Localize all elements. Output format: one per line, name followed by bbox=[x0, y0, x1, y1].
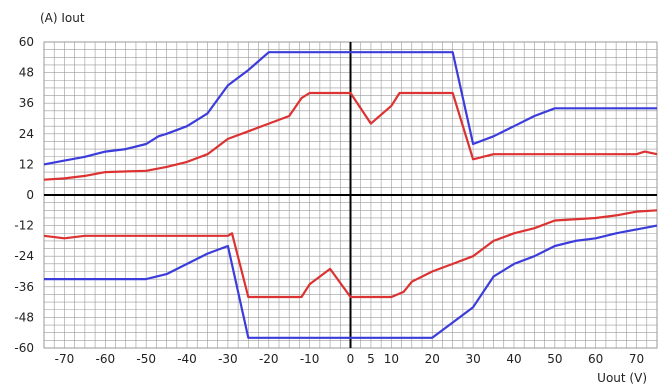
y-tick-label: 60 bbox=[19, 35, 34, 49]
x-tick-label: 50 bbox=[547, 352, 562, 366]
y-tick-label: 12 bbox=[19, 157, 34, 171]
x-tick-label: -40 bbox=[177, 352, 197, 366]
x-tick-label: -30 bbox=[218, 352, 238, 366]
x-tick-label: 0 bbox=[347, 352, 355, 366]
y-tick-label: -60 bbox=[14, 341, 34, 355]
x-tick-labels: -70 -60 -50 -40 -30 -20 -10 0 5 10 20 30 40 50 60 70 bbox=[55, 352, 645, 366]
x-tick-label: -60 bbox=[95, 352, 115, 366]
y-tick-labels: 60 48 36 24 12 0 -12 -24 -36 -48 -60 bbox=[14, 35, 34, 355]
x-tick-label: -50 bbox=[136, 352, 156, 366]
x-tick-label: 10 bbox=[384, 352, 399, 366]
y-tick-label: 0 bbox=[26, 188, 34, 202]
x-tick-label: 20 bbox=[425, 352, 440, 366]
x-tick-label: 40 bbox=[506, 352, 521, 366]
y-axis-title: (A) Iout bbox=[40, 11, 85, 25]
series-line-2 bbox=[43, 91, 658, 181]
y-tick-label: -12 bbox=[14, 219, 34, 233]
x-tick-label: -10 bbox=[300, 352, 320, 366]
x-axis-title: Uout (V) bbox=[597, 371, 647, 385]
y-tick-label: 36 bbox=[19, 96, 34, 110]
series-line-3 bbox=[43, 209, 658, 299]
series-line-1 bbox=[43, 51, 657, 166]
x-tick-label: 5 bbox=[367, 352, 375, 366]
series-lines bbox=[43, 51, 658, 339]
x-tick-label: -20 bbox=[259, 352, 279, 366]
y-tick-label: 48 bbox=[19, 66, 34, 80]
y-tick-label: -48 bbox=[14, 310, 34, 324]
x-tick-label: 60 bbox=[588, 352, 603, 366]
series-line-4 bbox=[44, 224, 658, 339]
x-tick-label: -70 bbox=[55, 352, 75, 366]
x-tick-label: 30 bbox=[465, 352, 480, 366]
x-tick-label: 70 bbox=[629, 352, 644, 366]
y-tick-label: 24 bbox=[19, 127, 34, 141]
y-tick-label: -24 bbox=[14, 249, 34, 263]
y-tick-label: -36 bbox=[14, 280, 34, 294]
